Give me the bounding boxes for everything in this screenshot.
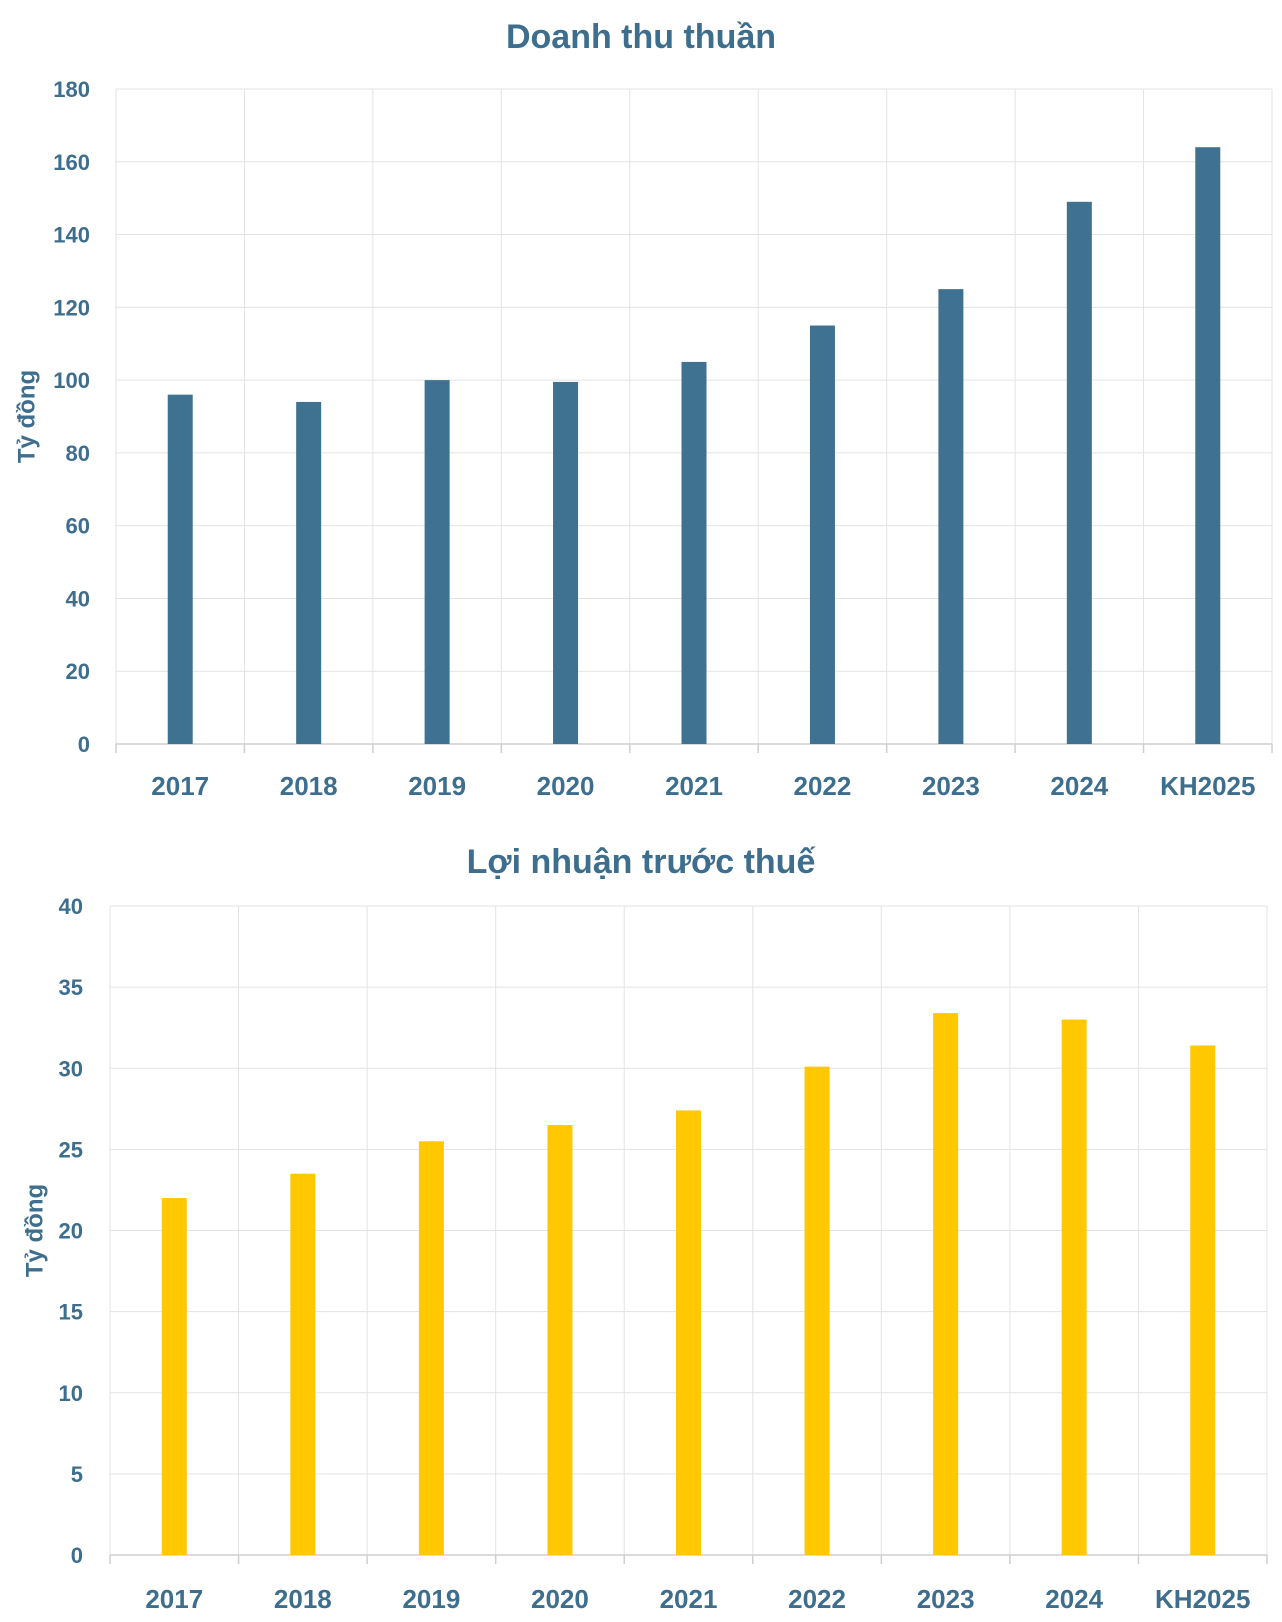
revenue-chart-plot: 0 20 40 60 80 100 120 140 160 180 2017 2018 2019 2020… <box>13 77 1273 801</box>
y-tick-label: 20 <box>59 1219 83 1244</box>
bar-2021 <box>676 1110 701 1555</box>
bar-2019 <box>424 380 450 744</box>
bar-2023 <box>933 1013 959 1555</box>
x-tick-label: 2021 <box>660 1584 718 1614</box>
y-tick-label: 0 <box>71 1543 83 1568</box>
x-tick-label: 2019 <box>402 1584 460 1614</box>
y-axis-label: Tỷ đồng <box>13 370 40 463</box>
bar-2024 <box>1066 201 1092 745</box>
bar-2021 <box>681 361 707 744</box>
y-tick-label: 40 <box>59 894 83 919</box>
y-tick-label: 120 <box>53 295 90 320</box>
bar-2023 <box>938 289 964 744</box>
y-tick-label: 0 <box>78 732 90 757</box>
bar-2020 <box>553 381 579 744</box>
x-tick-label: KH2025 <box>1155 1584 1250 1614</box>
bar-2017 <box>161 1198 187 1555</box>
x-tick-label: 2018 <box>280 771 338 801</box>
profit-chart-plot: 0 5 10 15 20 25 30 35 40 2017 2018 2019 2020 2021 2022… <box>21 894 1268 1614</box>
y-tick-label: 60 <box>66 514 90 539</box>
x-tick-label: 2024 <box>1045 1584 1103 1614</box>
x-tick-label: 2023 <box>922 771 980 801</box>
y-tick-label: 80 <box>66 441 90 466</box>
bar-2022 <box>809 325 835 744</box>
bar-2019 <box>418 1141 444 1555</box>
bar-2017 <box>167 394 193 744</box>
y-tick-label: 5 <box>71 1462 83 1487</box>
x-tick-label: 2020 <box>537 771 595 801</box>
bar-2024 <box>1061 1019 1087 1555</box>
y-tick-label: 35 <box>59 975 83 1000</box>
x-tick-label: 2017 <box>151 771 209 801</box>
y-tick-label: 10 <box>59 1381 83 1406</box>
x-tick-label: KH2025 <box>1160 771 1255 801</box>
y-tick-label: 25 <box>59 1137 83 1162</box>
bar-2020 <box>547 1125 573 1555</box>
x-tick-label: 2023 <box>917 1584 975 1614</box>
bar-kh2025 <box>1190 1045 1216 1555</box>
x-tick-label: 2019 <box>408 771 466 801</box>
y-tick-label: 140 <box>53 223 90 248</box>
y-axis-label: Tỷ đồng <box>21 1184 48 1277</box>
bar-kh2025 <box>1195 147 1221 744</box>
y-tick-label: 30 <box>59 1056 83 1081</box>
x-tick-label: 2024 <box>1050 771 1108 801</box>
x-tick-label: 2018 <box>274 1584 332 1614</box>
y-tick-label: 40 <box>66 586 90 611</box>
y-tick-label: 20 <box>66 659 90 684</box>
revenue-chart: Doanh thu thuần 0 20 40 60 80 100 120 140 160 180… <box>13 18 1273 801</box>
x-tick-label: 2020 <box>531 1584 589 1614</box>
bar-2018 <box>296 401 322 744</box>
chart-title: Lợi nhuận trước thuế <box>466 843 816 881</box>
profit-chart: Lợi nhuận trước thuế 0 5 10 15 20 25 30 35 40 201… <box>0 815 1282 1622</box>
chart-title: Doanh thu thuần <box>505 18 777 56</box>
y-tick-label: 160 <box>53 150 90 175</box>
y-tick-label: 15 <box>59 1300 83 1325</box>
bar-2018 <box>290 1173 316 1555</box>
y-tick-label: 180 <box>53 77 90 102</box>
x-tick-label: 2021 <box>665 771 723 801</box>
y-tick-label: 100 <box>53 368 90 393</box>
x-tick-label: 2022 <box>794 771 852 801</box>
x-tick-label: 2022 <box>788 1584 846 1614</box>
bar-2022 <box>804 1066 830 1555</box>
x-tick-label: 2017 <box>145 1584 203 1614</box>
